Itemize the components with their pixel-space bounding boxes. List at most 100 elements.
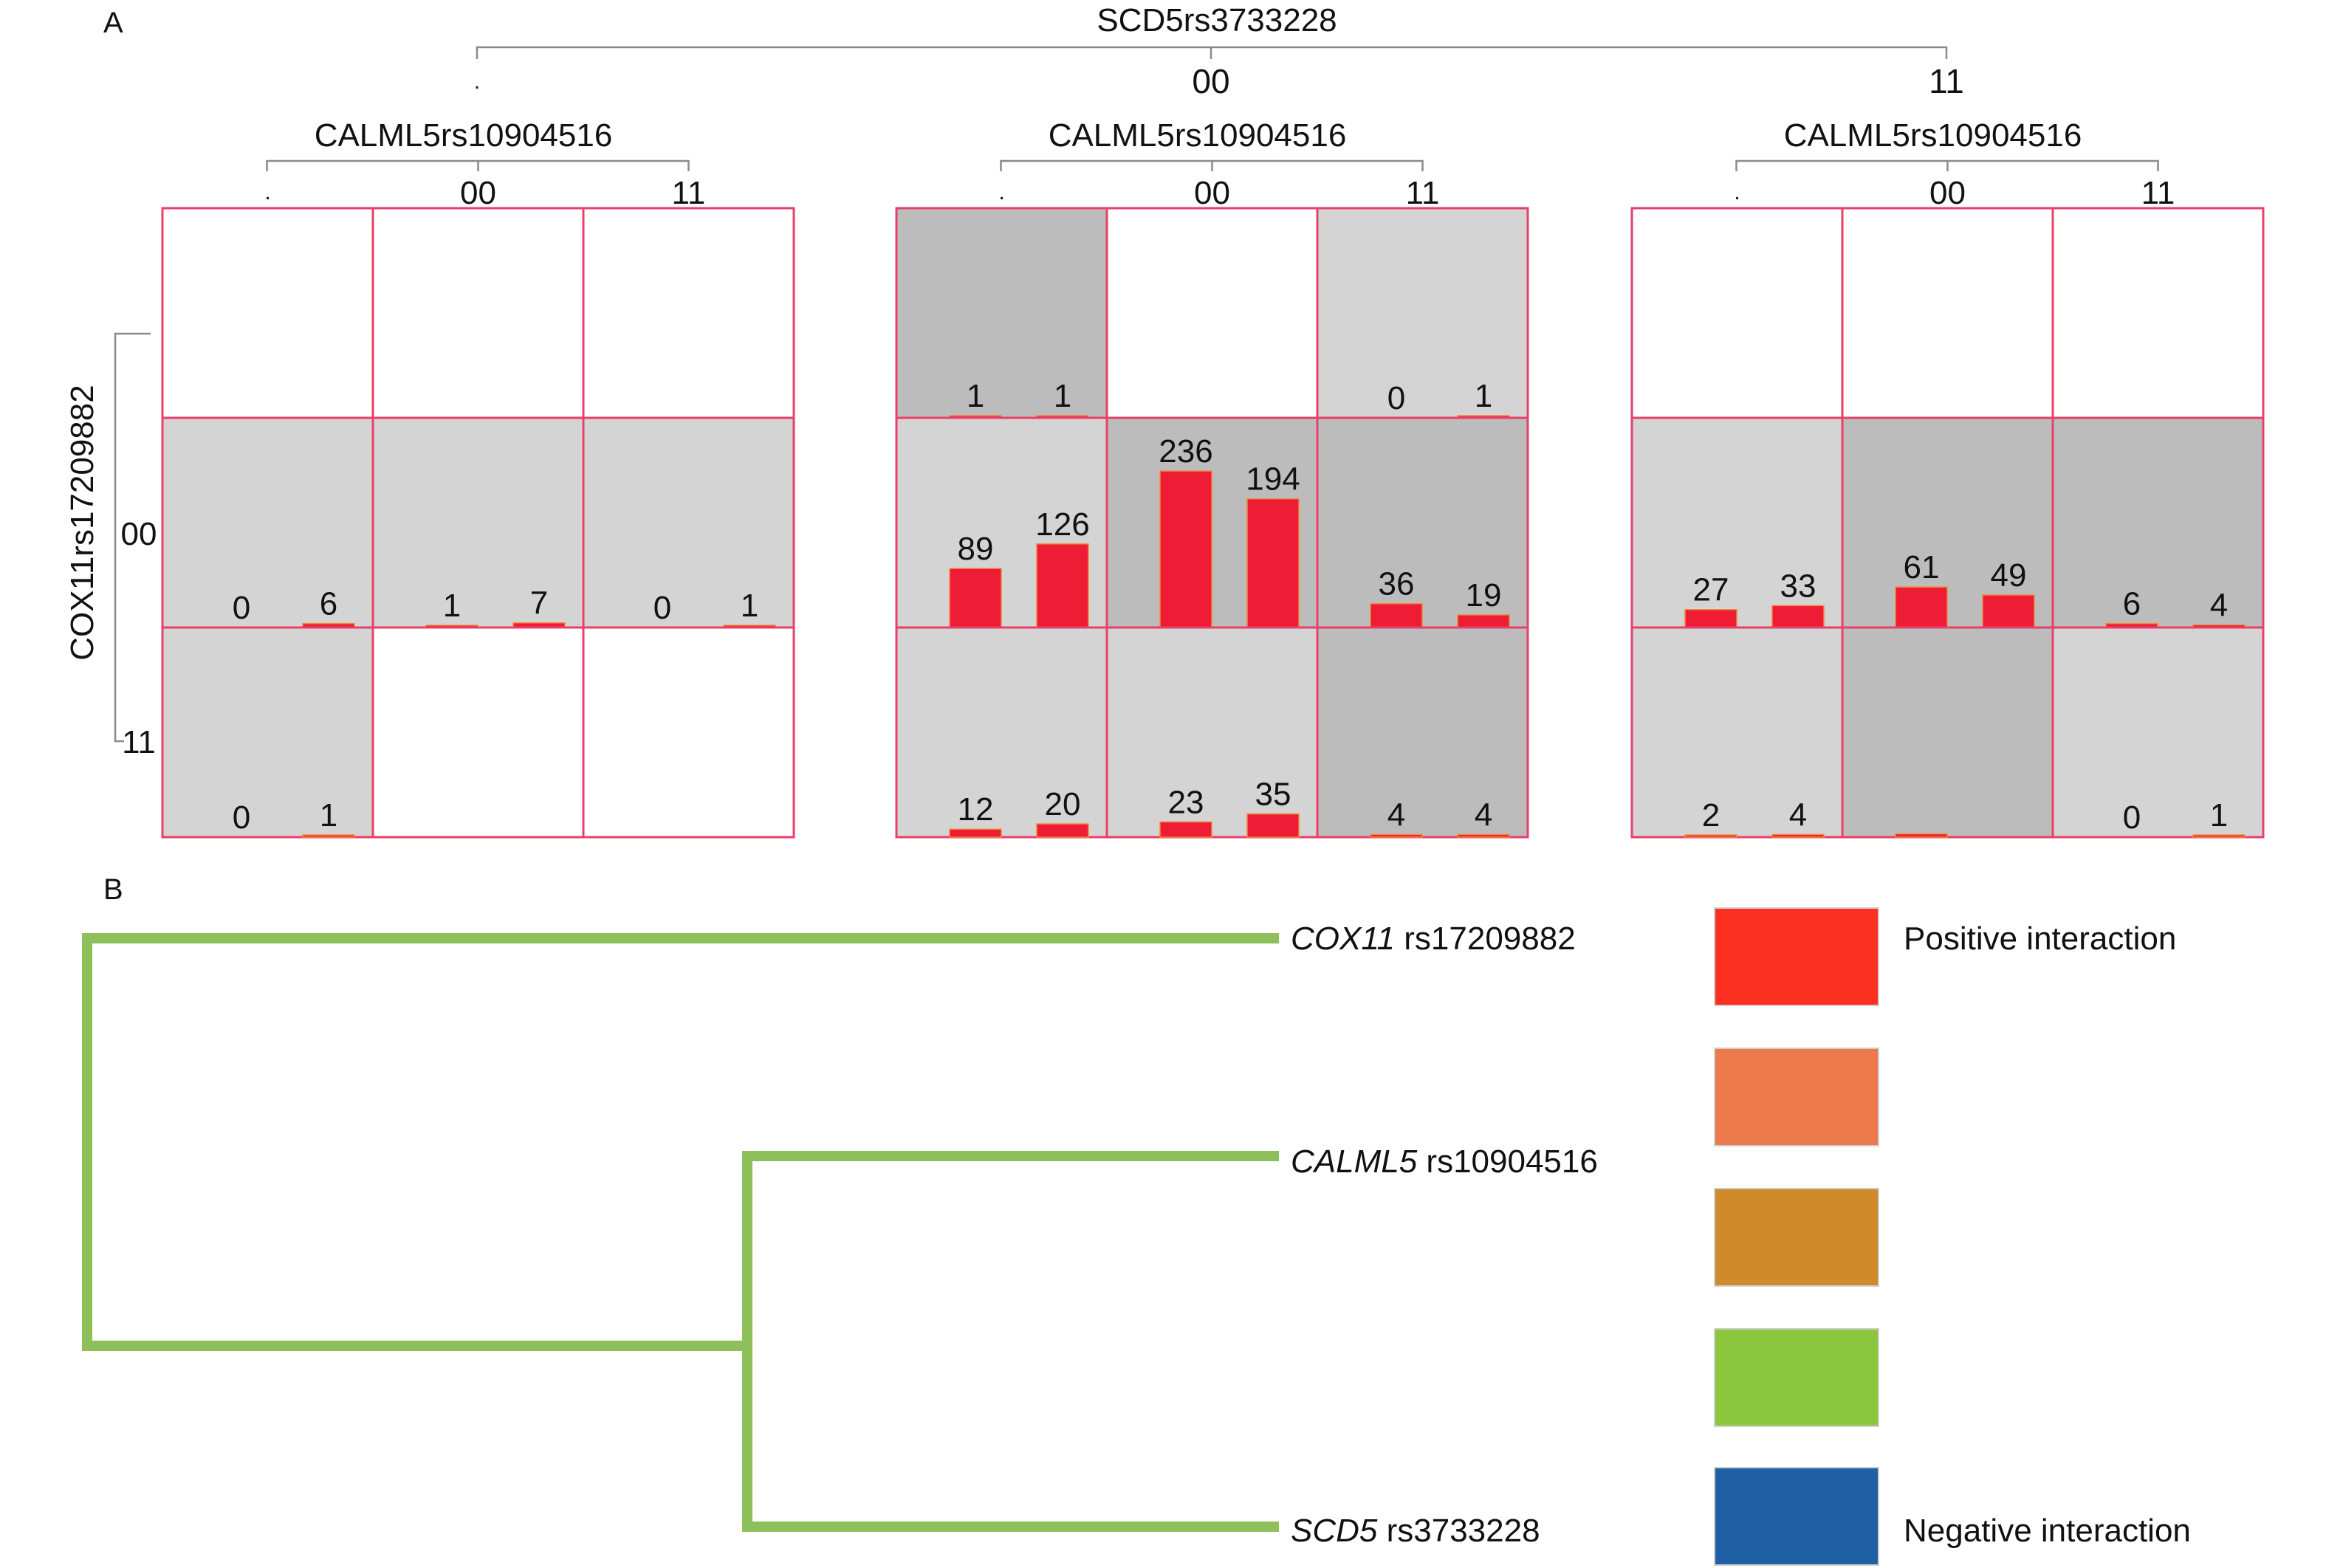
count-bar [2192, 834, 2246, 838]
legend-swatch [1714, 1328, 1879, 1427]
count-label: 194 [1246, 461, 1300, 498]
leaf-gene: CALML5 [1291, 1144, 1418, 1180]
count-label: 4 [2210, 587, 2228, 623]
block-scd5-11: CALML5rs10904516. 00 11 27 33 61 49 6 4 2 4 0 1 [1630, 117, 2265, 839]
count-label: 89 [958, 531, 994, 567]
count-bar [1370, 833, 1423, 838]
grid-cell [2051, 207, 2265, 419]
count-label: 1 [443, 588, 461, 624]
leaf-gene: SCD5 [1291, 1513, 1378, 1549]
dendrogram-branch-calml5-scd5 [742, 1151, 1279, 1532]
row-level-label: 11 [122, 724, 156, 760]
count-label: 4 [1789, 797, 1807, 833]
panel-a-interaction-grid: A SCD5rs3733228 . 00 11 COX11rs17209882 … [64, 2, 2265, 839]
column-level-label: . [998, 180, 1004, 204]
legend-label: Positive interaction [1904, 921, 2176, 957]
legend-swatch [1714, 1467, 1879, 1566]
grid-cell [582, 416, 795, 629]
legend-swatch [1714, 1048, 1879, 1146]
column-level-label: . [1734, 180, 1740, 204]
row-factor-bracket [114, 332, 151, 743]
count-label: 4 [1475, 797, 1492, 833]
count-label: 0 [2123, 800, 2141, 836]
count-bar [1246, 498, 1300, 628]
count-label: 0 [1387, 380, 1405, 416]
grid-cell [1841, 207, 2054, 419]
top-factor-name: SCD5rs3733228 [1097, 2, 1337, 38]
panel-a-label: A [103, 7, 123, 39]
count-bar [1982, 594, 2035, 628]
count-label: 126 [1035, 506, 1089, 543]
grid-cell [2051, 626, 2265, 839]
count-bar [1895, 586, 1948, 628]
count-bar [1771, 605, 1825, 628]
grid-cell [371, 626, 585, 839]
row-level-label: 00 [121, 516, 157, 552]
leaf-snp [1417, 1144, 1426, 1180]
grid-cell [582, 207, 795, 419]
count-label: 4 [1387, 797, 1405, 833]
count-bar [1246, 813, 1300, 838]
grid-cell [161, 207, 374, 419]
leaf-label-calml5: CALML5 rs10904516 [1291, 1144, 1598, 1180]
count-label: 6 [320, 586, 337, 622]
count-label: 20 [1045, 786, 1081, 822]
grid-cell [895, 207, 1108, 419]
count-bar [1771, 833, 1825, 838]
count-bar [1684, 608, 1737, 628]
column-level-label: . [264, 180, 270, 204]
grid-cell [371, 207, 585, 419]
count-label: 7 [530, 585, 548, 622]
count-label: 61 [1904, 549, 1940, 585]
leaf-snp: rs3733228 [1387, 1513, 1540, 1549]
count-bar [1457, 833, 1510, 838]
panel-b-label: B [103, 873, 123, 906]
column-level-label: 00 [1194, 175, 1230, 211]
leaf-label-scd5: SCD5 rs3733228 [1291, 1513, 1540, 1549]
count-bar [1684, 834, 1737, 838]
grid-cell [371, 416, 585, 629]
panel-b-dendrogram: B COX11 rs17209882 CALML5 rs10904516 SCD… [82, 873, 2191, 1566]
legend-swatch [1714, 1188, 1879, 1287]
grid-cell [582, 626, 795, 839]
grid-cell [1105, 207, 1319, 419]
count-label: 0 [233, 590, 250, 626]
count-bar [1370, 602, 1423, 628]
column-factor-name: CALML5rs10904516 [1049, 117, 1347, 154]
count-label: 1 [741, 588, 758, 624]
leaf-snp [1395, 921, 1404, 957]
dendrogram-branch-cox11 [82, 933, 1279, 1351]
count-bar [949, 568, 1002, 628]
top-level-label: . [474, 69, 480, 94]
legend-swatch [1714, 907, 1879, 1006]
count-label: 36 [1379, 566, 1415, 602]
column-factor-name: CALML5rs10904516 [315, 117, 613, 154]
count-label: 33 [1780, 568, 1816, 604]
count-bar [1036, 543, 1089, 628]
count-label: 0 [233, 800, 250, 836]
grid-cell [1630, 416, 1844, 629]
row-factor-name: COX11rs17209882 [64, 385, 100, 660]
count-bar [1895, 833, 1948, 838]
leaf-gene: COX11 [1291, 921, 1395, 957]
top-level-label: 00 [1192, 62, 1229, 100]
top-level-label: 11 [1929, 62, 1964, 100]
column-level-label: 00 [1929, 175, 1966, 211]
count-bar [302, 834, 355, 838]
interaction-legend: Positive interaction Negative interaction [1714, 907, 2191, 1566]
column-level-label: 00 [460, 175, 496, 211]
block-scd5-dot: CALML5rs10904516. 00 11 0 6 1 7 0 1 0 1 [161, 117, 795, 839]
count-label: 49 [1991, 557, 2027, 594]
count-label: 1 [2210, 797, 2228, 833]
leaf-snp: rs10904516 [1426, 1144, 1597, 1180]
grid-cell [161, 626, 374, 839]
leaf-label-cox11: COX11 rs17209882 [1291, 921, 1576, 957]
column-factor-name: CALML5rs10904516 [1784, 117, 2082, 154]
count-label: 2 [1702, 797, 1720, 833]
grid-cell [2051, 416, 2265, 629]
grid-cell [1316, 416, 1529, 629]
grid-cell [161, 416, 374, 629]
count-label: 236 [1159, 433, 1212, 470]
grid-cell [1105, 626, 1319, 839]
grid-cell [1630, 626, 1844, 839]
